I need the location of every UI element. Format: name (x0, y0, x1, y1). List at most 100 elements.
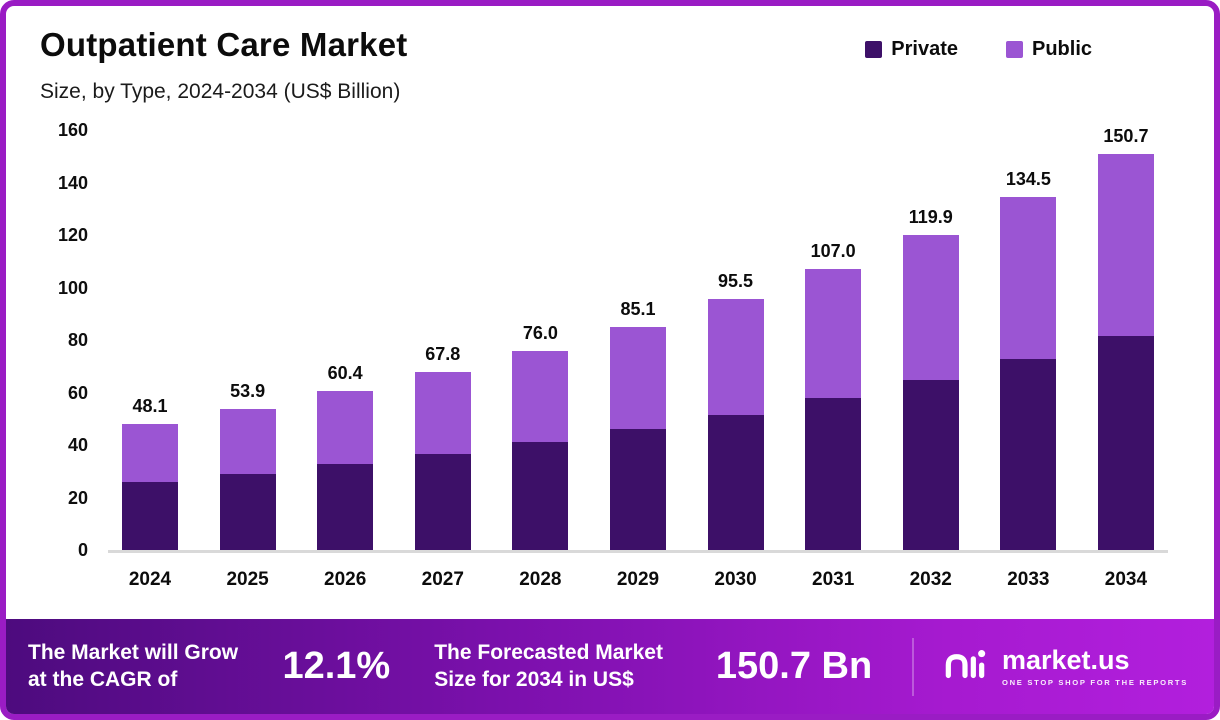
bar-stack (609, 326, 666, 550)
legend: Private Public (865, 38, 1092, 61)
bar-segment-public (219, 408, 276, 474)
legend-swatch-private (865, 41, 883, 58)
bar-segment-public (609, 326, 666, 430)
y-tick-label: 160 (57, 120, 88, 140)
plot-area: 48.1 2024 53.9 2025 60.4 2026 67.8 2027 76.0 2028… (108, 126, 1168, 590)
bar-segment-public (317, 391, 374, 465)
bar-segment-private (609, 429, 666, 550)
bar-2030: 95.5 2030 (707, 130, 764, 590)
x-axis-label: 2024 (128, 569, 172, 590)
brand-text: market.us ONE STOP SHOP FOR THE REPORTS (1001, 644, 1188, 687)
bar-segment-private (805, 398, 862, 550)
x-axis-label: 2029 (616, 569, 660, 590)
bar-2024: 48.1 2024 (122, 130, 178, 590)
bar-stack (805, 269, 862, 550)
bar-total-label: 76.0 (522, 322, 558, 343)
y-tick-label: 0 (77, 540, 88, 560)
bar-segment-public (1097, 154, 1154, 337)
bar-segment-public (414, 372, 471, 454)
y-tick-label: 140 (57, 172, 88, 193)
y-tick-label: 120 (57, 225, 88, 245)
forecast-value: 150.7 Bn (715, 645, 873, 687)
bar-segment-public (1000, 196, 1057, 360)
bar-total-label: 60.4 (327, 363, 363, 384)
bar-segment-public (512, 350, 569, 443)
forecast-label: The Forecasted Market Size for 2034 in U… (434, 640, 663, 691)
brand-name: market.us (1001, 644, 1130, 675)
stacked-bar-chart: 0 20 40 60 80 100 120 140 160 48.1 2024 53.9 2025 60… (42, 120, 1168, 590)
legend-swatch-public (1005, 41, 1023, 58)
y-tick-label: 80 (67, 330, 88, 350)
x-axis-label: 2030 (714, 569, 757, 590)
bar-segment-public (707, 299, 764, 415)
chart-header: Outpatient Care Market Size, by Type, 20… (40, 26, 1180, 104)
bar-stack (1000, 196, 1057, 550)
y-axis: 0 20 40 60 80 100 120 140 160 (42, 120, 98, 560)
bar-segment-private (902, 380, 959, 550)
bar-segment-private (219, 473, 276, 550)
y-tick-label: 40 (67, 435, 88, 455)
bar-total-label: 85.1 (620, 298, 656, 319)
x-axis-label: 2034 (1104, 569, 1148, 590)
bar-2027: 67.8 2027 (414, 130, 471, 590)
bar-segment-private (317, 464, 374, 550)
bar-total-label: 107.0 (810, 241, 856, 262)
bar-segment-public (902, 235, 959, 381)
bar-segment-private (1097, 336, 1154, 550)
bar-segment-private (414, 453, 471, 550)
bar-total-label: 53.9 (230, 380, 266, 401)
footer-banner: The Market will Grow at the CAGR of 12.1… (6, 619, 1214, 714)
bar-stack (1097, 154, 1154, 550)
cagr-label: The Market will Grow at the CAGR of (28, 640, 239, 691)
bar-segment-public (805, 269, 862, 399)
x-axis-label: 2033 (1007, 569, 1050, 590)
bar-total-label: 119.9 (908, 207, 953, 228)
banner-divider (912, 637, 914, 696)
brand-block: market.us ONE STOP SHOP FOR THE REPORTS (940, 639, 1188, 694)
bar-2033: 134.5 2033 (1000, 130, 1057, 590)
x-axis-label: 2031 (812, 569, 855, 590)
legend-label: Public (1031, 38, 1092, 60)
y-tick-label: 20 (67, 487, 88, 508)
bar-stack (122, 423, 178, 550)
bar-stack (219, 408, 276, 550)
bar-2028: 76.0 2028 (512, 130, 569, 590)
legend-item-public: Public (1005, 38, 1092, 61)
bar-2026: 60.4 2026 (317, 130, 374, 590)
bar-segment-private (1000, 359, 1057, 550)
y-tick-label: 100 (57, 277, 88, 298)
bar-segment-private (707, 414, 764, 550)
bar-stack (707, 299, 764, 550)
bar-total-label: 95.5 (718, 271, 754, 292)
x-axis-label: 2032 (909, 569, 952, 590)
page-title: Outpatient Care Market (40, 26, 408, 63)
bar-stack (512, 350, 569, 550)
cagr-value: 12.1% (282, 645, 391, 687)
legend-label: Private (891, 38, 958, 60)
bar-total-label: 134.5 (1005, 168, 1051, 189)
bar-segment-private (512, 442, 569, 550)
marketus-logo-icon (940, 639, 990, 694)
brand-tagline: ONE STOP SHOP FOR THE REPORTS (1001, 677, 1188, 687)
title-block: Outpatient Care Market Size, by Type, 20… (40, 26, 407, 104)
y-tick-label: 60 (67, 382, 88, 403)
x-axis-label: 2027 (421, 569, 464, 590)
bar-segment-public (122, 423, 178, 482)
x-axis-label: 2028 (519, 569, 562, 590)
bar-2034: 150.7 2034 (1097, 126, 1154, 590)
legend-item-private: Private (865, 38, 958, 61)
bar-total-label: 67.8 (425, 344, 461, 365)
bar-total-label: 48.1 (132, 395, 168, 416)
x-axis-label: 2026 (324, 569, 367, 590)
bar-2032: 119.9 2032 (902, 130, 959, 590)
bar-2031: 107.0 2031 (805, 130, 862, 590)
bar-2029: 85.1 2029 (609, 130, 666, 590)
chart-subtitle: Size, by Type, 2024-2034 (US$ Billion) (40, 80, 401, 103)
bar-2025: 53.9 2025 (219, 130, 276, 590)
x-axis-label: 2025 (226, 569, 269, 590)
bar-stack (902, 235, 959, 550)
bar-stack (317, 391, 374, 550)
bar-segment-private (122, 481, 178, 550)
bar-stack (414, 372, 471, 550)
